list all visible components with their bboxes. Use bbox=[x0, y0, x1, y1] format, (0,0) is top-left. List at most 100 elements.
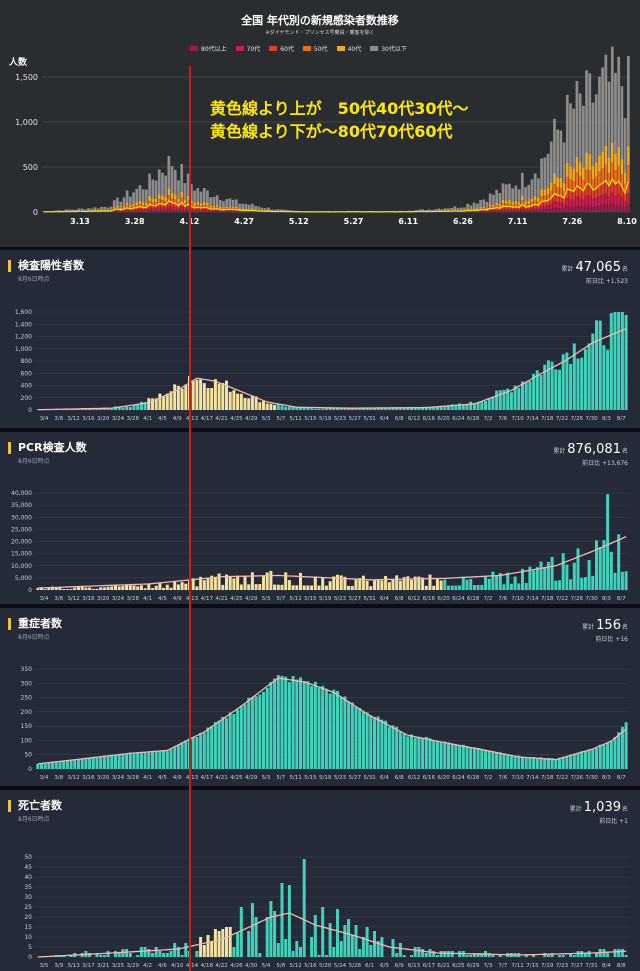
stack-bar-segment bbox=[620, 205, 624, 212]
x-tick-label: 6/16 bbox=[423, 416, 436, 422]
y-tick-label: 10,000 bbox=[11, 563, 32, 570]
stack-bar-segment bbox=[543, 195, 547, 202]
stack-bar-segment bbox=[623, 193, 627, 201]
bar bbox=[410, 407, 413, 410]
x-tick-label: 5/27 bbox=[349, 596, 362, 602]
stack-bar-segment bbox=[273, 209, 277, 212]
bar bbox=[95, 953, 99, 957]
bar bbox=[324, 955, 328, 957]
bar bbox=[424, 736, 428, 769]
bar bbox=[247, 584, 251, 590]
stack-bar-segment bbox=[520, 210, 524, 212]
bar bbox=[102, 755, 106, 769]
bar bbox=[213, 577, 217, 590]
bar bbox=[595, 320, 598, 410]
bar bbox=[299, 407, 302, 410]
stack-bar-segment bbox=[604, 54, 608, 146]
stack-bar-segment bbox=[594, 206, 598, 212]
bar bbox=[580, 751, 584, 769]
y-tick-label: 5 bbox=[28, 944, 32, 951]
bar bbox=[217, 383, 221, 410]
bar bbox=[184, 740, 188, 769]
x-tick-label: 3/24 bbox=[112, 596, 125, 602]
bar bbox=[295, 941, 299, 957]
stack-bar-segment bbox=[218, 211, 222, 212]
bar bbox=[591, 575, 595, 590]
stack-bar-segment bbox=[145, 207, 148, 210]
bar bbox=[165, 953, 169, 957]
stack-bar-segment bbox=[472, 208, 476, 210]
y-tick-label: 1,600 bbox=[15, 309, 32, 316]
x-tick-label: 4/1 bbox=[143, 416, 152, 422]
bar bbox=[310, 408, 314, 410]
stack-bar-segment bbox=[80, 208, 84, 211]
stack-bar-segment bbox=[167, 195, 171, 201]
bar bbox=[169, 749, 173, 769]
x-tick-label: 4/2 bbox=[143, 963, 152, 969]
stack-bar-segment bbox=[212, 205, 216, 208]
bar bbox=[210, 941, 214, 957]
stack-bar-segment bbox=[206, 209, 209, 211]
stack-bar-segment bbox=[122, 205, 126, 208]
bar bbox=[213, 929, 217, 957]
stack-bar-segment bbox=[212, 196, 216, 206]
bar bbox=[609, 551, 613, 590]
stack-bar-segment bbox=[177, 210, 180, 212]
bar bbox=[391, 725, 395, 769]
x-tick-label: 3.13 bbox=[70, 217, 90, 226]
bar bbox=[358, 578, 362, 590]
stack-bar-segment bbox=[148, 207, 151, 211]
bar bbox=[280, 883, 284, 957]
bar bbox=[376, 941, 380, 957]
bar bbox=[513, 385, 517, 410]
stack-bar-segment bbox=[154, 198, 158, 203]
stack-bar-segment bbox=[527, 203, 531, 207]
stack-bar-segment bbox=[100, 206, 103, 210]
stack-bar-segment bbox=[614, 205, 617, 212]
bar bbox=[128, 752, 132, 769]
stack-bar-segment bbox=[186, 210, 190, 212]
bar bbox=[154, 585, 158, 590]
bar bbox=[47, 762, 51, 769]
bar bbox=[40, 763, 43, 769]
bar bbox=[51, 761, 55, 769]
stack-bar-segment bbox=[520, 200, 524, 205]
y-tick-label: 0 bbox=[28, 587, 32, 594]
bar bbox=[543, 567, 547, 590]
stack-bar-segment bbox=[492, 209, 495, 212]
x-tick-label: 7/10 bbox=[511, 596, 524, 602]
bar bbox=[583, 577, 587, 590]
bar bbox=[276, 584, 280, 590]
stack-bar-segment bbox=[164, 201, 168, 205]
legend-label: 80代以上 bbox=[201, 46, 227, 53]
stack-bar-segment bbox=[585, 70, 588, 153]
stack-bar-segment bbox=[141, 209, 145, 211]
stack-bar-segment bbox=[511, 209, 515, 211]
bar bbox=[528, 566, 532, 590]
bar bbox=[624, 722, 628, 769]
bar bbox=[321, 907, 325, 957]
stack-bar-segment bbox=[524, 187, 527, 202]
bar bbox=[69, 760, 73, 769]
bar bbox=[480, 401, 484, 410]
stack-bar-segment bbox=[601, 168, 604, 184]
bar bbox=[469, 578, 473, 590]
x-tick-label: 7/14 bbox=[526, 596, 539, 602]
y-tick-label: 1,400 bbox=[15, 321, 32, 328]
bar bbox=[543, 758, 547, 769]
bar bbox=[69, 955, 73, 957]
stack-bar-segment bbox=[138, 185, 142, 201]
stack-bar-segment bbox=[610, 162, 614, 179]
bar bbox=[495, 752, 499, 769]
stack-bar-segment bbox=[128, 211, 132, 212]
stack-bar-segment bbox=[190, 200, 193, 204]
stack-bar-segment bbox=[196, 207, 200, 210]
y-tick-label: 25 bbox=[24, 904, 32, 911]
x-tick-label: 4/6 bbox=[158, 963, 167, 969]
bar bbox=[147, 949, 151, 957]
moving-average-line bbox=[37, 912, 627, 958]
stack-bar-segment bbox=[209, 197, 212, 206]
stack-bar-segment bbox=[247, 208, 251, 210]
stack-bar-segment bbox=[106, 210, 110, 211]
bar bbox=[498, 572, 502, 590]
